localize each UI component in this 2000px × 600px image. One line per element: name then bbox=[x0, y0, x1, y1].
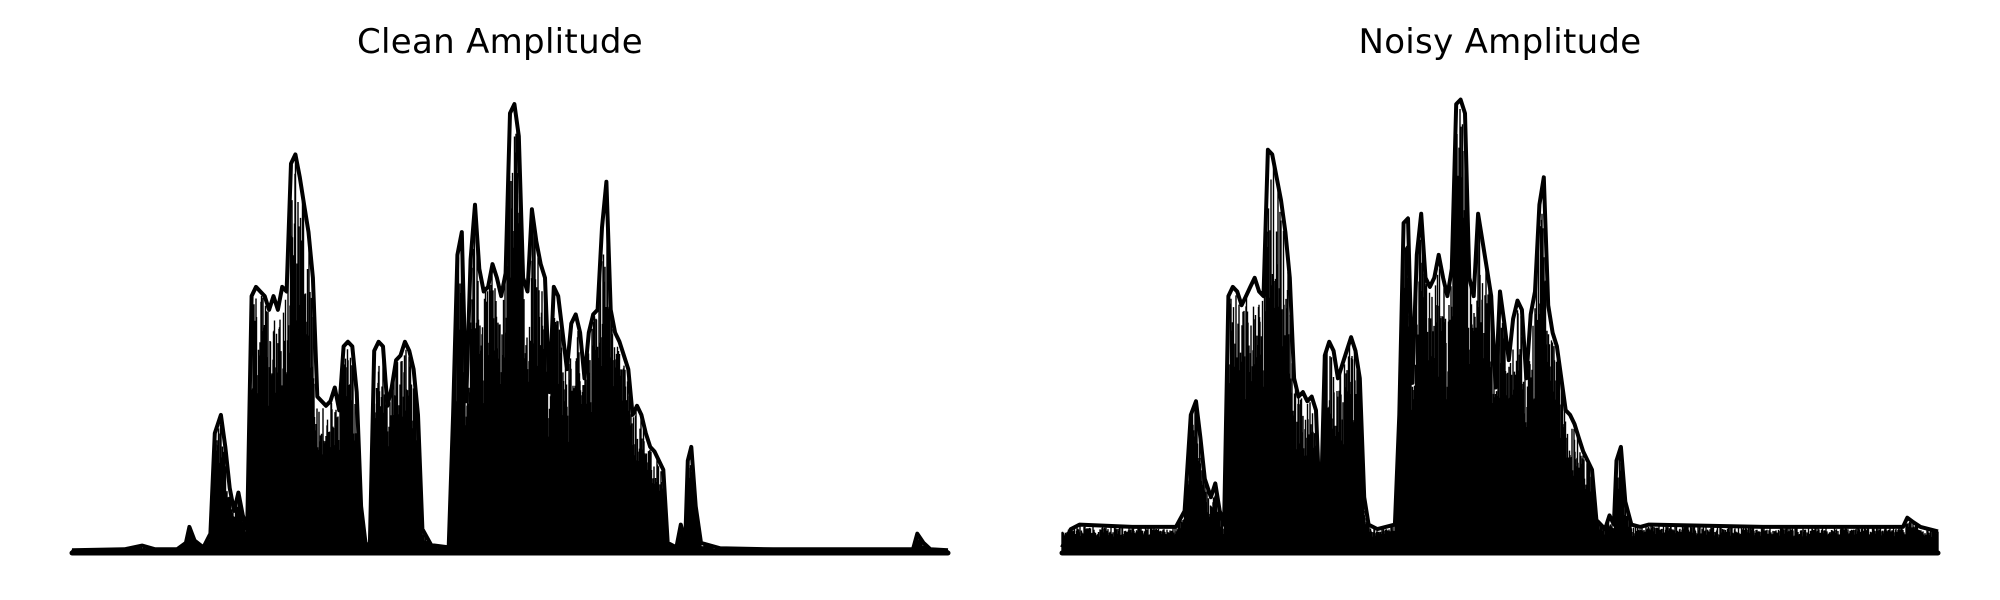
amplitude-waveform bbox=[71, 126, 949, 555]
amplitude-envelope bbox=[1060, 97, 1939, 549]
clean-amplitude-plot bbox=[69, 102, 951, 556]
chart-title: Noisy Amplitude bbox=[1358, 22, 1642, 62]
amplitude-series bbox=[69, 102, 951, 556]
amplitude-series bbox=[1059, 97, 1941, 556]
noisy-amplitude-panel: Noisy Amplitude bbox=[1000, 0, 2000, 600]
chart-title: Clean Amplitude bbox=[356, 22, 644, 62]
amplitude-envelope bbox=[71, 102, 949, 553]
noisy-amplitude-plot bbox=[1059, 97, 1941, 556]
clean-amplitude-panel: Clean Amplitude bbox=[69, 22, 951, 556]
